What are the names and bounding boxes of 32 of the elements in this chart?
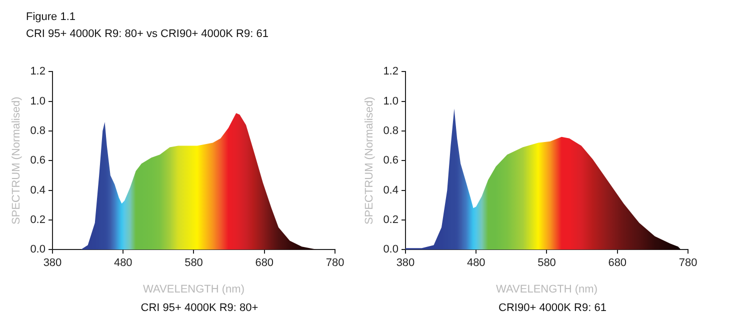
x-tick-label: 680	[255, 257, 274, 270]
y-tick-label: 1.0	[383, 95, 398, 108]
text: CRI90+ 4000K R9: 61	[498, 302, 608, 314]
y-tick-label: 1.2	[383, 66, 398, 78]
x-tick-label: 380	[396, 257, 415, 270]
x-tick-label: 580	[538, 257, 556, 270]
y-tick-label: 1.2	[30, 66, 46, 78]
y-tick-label: 0.2	[30, 214, 46, 226]
y-tick-label: 0.0	[383, 244, 398, 256]
y-tick-label: 0.2	[383, 214, 398, 226]
x-tick-label: 680	[608, 257, 627, 270]
y-tick-label: 0.8	[383, 124, 398, 137]
text: CRI 95+ 4000K R9: 80+	[140, 302, 260, 314]
x-tick-label: 780	[326, 257, 344, 270]
y-tick-label: 0.6	[383, 154, 398, 167]
x-tick-label: 480	[466, 257, 486, 270]
y-tick-label: 0.4	[383, 184, 398, 196]
y-tick-label: 0.6	[30, 154, 46, 167]
x-tick-label: 580	[184, 257, 203, 270]
y-tick-label: 0.8	[30, 124, 46, 137]
chart-title: Figure 1.1	[26, 11, 77, 23]
y-axis-title: SPECTRUM (Normalised)	[364, 96, 376, 224]
x-axis-title: WAVELENGTH (nm)	[496, 283, 598, 296]
x-tick-label: 780	[678, 257, 698, 270]
x-axis-title: WAVELENGTH (nm)	[143, 283, 244, 296]
y-tick-label: 0.0	[30, 244, 46, 256]
chart-subtitle: CRI 95+ 4000K R9: 80+ vs CRI90+ 4000K R9: 61	[26, 28, 268, 40]
y-tick-label: 0.4	[30, 184, 46, 196]
x-tick-label: 380	[43, 257, 62, 270]
y-axis-title: SPECTRUM (Normalised)	[10, 96, 23, 224]
x-tick-label: 480	[114, 257, 132, 270]
y-tick-label: 1.0	[30, 95, 46, 108]
